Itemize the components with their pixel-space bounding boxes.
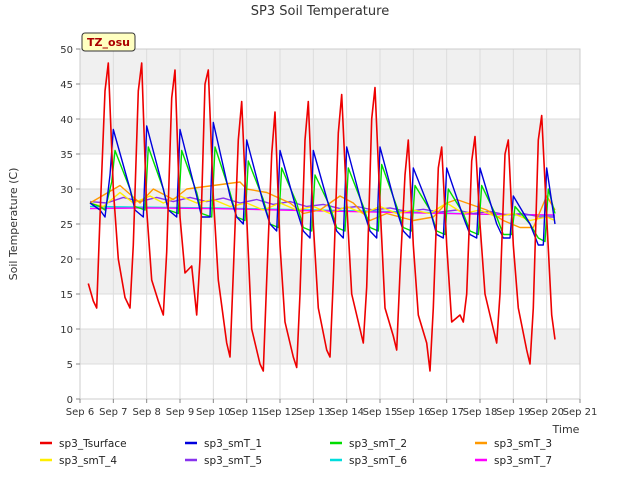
plot-band xyxy=(80,364,580,399)
x-tick-label: Sep 15 xyxy=(363,407,398,418)
site-badge-label: TZ_osu xyxy=(87,36,130,49)
legend-label-sp3_smT_5: sp3_smT_5 xyxy=(204,455,262,467)
x-tick-label: Sep 20 xyxy=(529,407,564,418)
y-tick-label: 40 xyxy=(60,115,73,126)
series-line-sp3_smT_4 xyxy=(89,191,556,222)
x-tick-label: Sep 21 xyxy=(563,407,598,418)
y-tick-label: 35 xyxy=(60,150,73,161)
y-tick-label: 0 xyxy=(67,395,73,406)
legend-label-sp3_smT_2: sp3_smT_2 xyxy=(349,438,407,450)
x-tick-label: Sep 11 xyxy=(229,407,264,418)
x-tick-label: Sep 17 xyxy=(429,407,464,418)
y-tick-label: 10 xyxy=(60,325,73,336)
x-tick-label: Sep 7 xyxy=(99,407,127,418)
y-tick-label: 15 xyxy=(60,290,73,301)
legend-label-sp3_smT_6: sp3_smT_6 xyxy=(349,455,407,467)
plot-band xyxy=(80,84,580,119)
plot-band xyxy=(80,49,580,84)
plot-band xyxy=(80,259,580,294)
x-tick-label: Sep 6 xyxy=(66,407,94,418)
x-tick-label: Sep 14 xyxy=(329,407,364,418)
legend-label-sp3_smT_7: sp3_smT_7 xyxy=(494,455,552,467)
y-tick-label: 45 xyxy=(60,80,73,91)
y-axis-label: Soil Temperature (C) xyxy=(7,168,20,281)
legend: sp3_Tsurface sp3_smT_1 sp3_smT_2 sp3_smT_3s… xyxy=(40,438,552,467)
x-tick-label: Sep 10 xyxy=(196,407,231,418)
plot-band xyxy=(80,154,580,189)
y-tick-label: 50 xyxy=(60,45,73,56)
x-tick-label: Sep 18 xyxy=(463,407,498,418)
series-line-sp3_Tsurface xyxy=(87,62,556,372)
legend-label-sp3_smT_4: sp3_smT_4 xyxy=(59,455,117,467)
y-tick-label: 30 xyxy=(60,185,73,196)
legend-label-sp3_smT_3: sp3_smT_3 xyxy=(494,438,552,450)
x-tick-label: Sep 9 xyxy=(166,407,194,418)
plot-band xyxy=(80,294,580,329)
x-axis-label: Time xyxy=(552,423,580,436)
x-tick-label: Sep 16 xyxy=(396,407,431,418)
plot-band xyxy=(80,119,580,154)
x-tick-label: Sep 12 xyxy=(263,407,298,418)
x-tick-label: Sep 13 xyxy=(296,407,331,418)
legend-label-sp3_Tsurface: sp3_Tsurface xyxy=(59,438,127,450)
x-tick-label: Sep 8 xyxy=(132,407,160,418)
x-tick-label: Sep 19 xyxy=(496,407,531,418)
site-badge: TZ_osu xyxy=(81,32,136,52)
y-tick-label: 25 xyxy=(60,220,73,231)
site-badge-box xyxy=(81,32,136,52)
series-group xyxy=(87,62,556,372)
y-tick-label: 20 xyxy=(60,255,73,266)
chart-title: SP3 Soil Temperature xyxy=(251,4,389,19)
legend-label-sp3_smT_1: sp3_smT_1 xyxy=(204,438,262,450)
y-tick-label: 5 xyxy=(67,360,73,371)
y-axis-ticks: 0 5 10 15 20 25 30 35 40 45 50 xyxy=(60,45,80,406)
plot-band xyxy=(80,224,580,259)
